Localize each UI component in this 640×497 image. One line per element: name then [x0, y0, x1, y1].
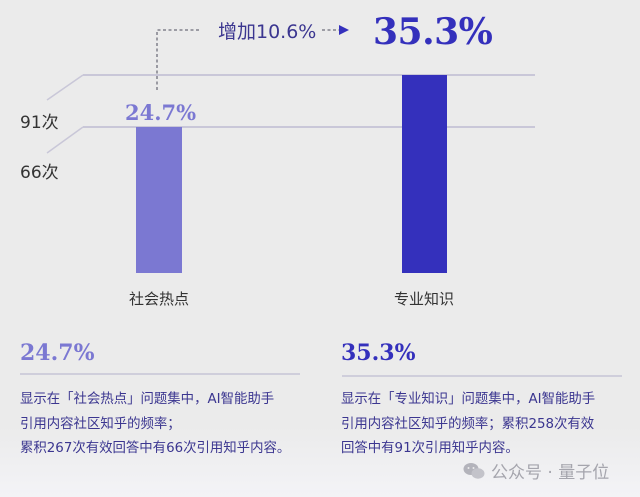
card-description: 显示在「社会热点」问题集中，AI智能助手 引用内容社区知乎的频率； 累积267次… [20, 388, 320, 462]
category-label-social: 社会热点 [128, 290, 189, 308]
y-label-91: 91次 [20, 113, 59, 133]
background-wave [0, 427, 640, 497]
bar2-value-label: 35.3% [373, 11, 493, 53]
bar1-value-label: 24.7% [125, 100, 197, 125]
watermark: 公众号 · 量子位 [463, 458, 609, 483]
desc-line: 引用内容社区知乎的频率； [20, 416, 181, 432]
increase-annotation: 增加10.6% [218, 21, 317, 43]
desc-line: 显示在「专业知识」问题集中，AI智能助手 [341, 392, 596, 407]
card-divider [20, 373, 300, 375]
wechat-icon [463, 462, 485, 479]
card-value: 35.3% [341, 340, 416, 366]
desc-line: 显示在「社会热点」问题集中，AI智能助手 [20, 392, 275, 407]
desc-line: 引用内容社区知乎的频率；累积258次有效 [341, 416, 595, 432]
reference-lines [46, 25, 535, 154]
y-label-66: 66次 [20, 163, 59, 183]
card-description: 显示在「专业知识」问题集中，AI智能助手 引用内容社区知乎的频率；累积258次有… [341, 388, 640, 462]
desc-line: 累积267次有效回答中有66次引用知乎内容。 [20, 441, 291, 456]
category-label-professional: 专业知识 [393, 290, 454, 308]
watermark-text: 公众号 · 量子位 [491, 463, 610, 483]
desc-line: 回答中有91次引用知乎内容。 [341, 441, 519, 456]
card-value: 24.7% [20, 340, 95, 366]
bar-social-hotspot [136, 127, 182, 273]
card-divider [342, 375, 622, 377]
bar-professional-knowledge [402, 75, 447, 273]
